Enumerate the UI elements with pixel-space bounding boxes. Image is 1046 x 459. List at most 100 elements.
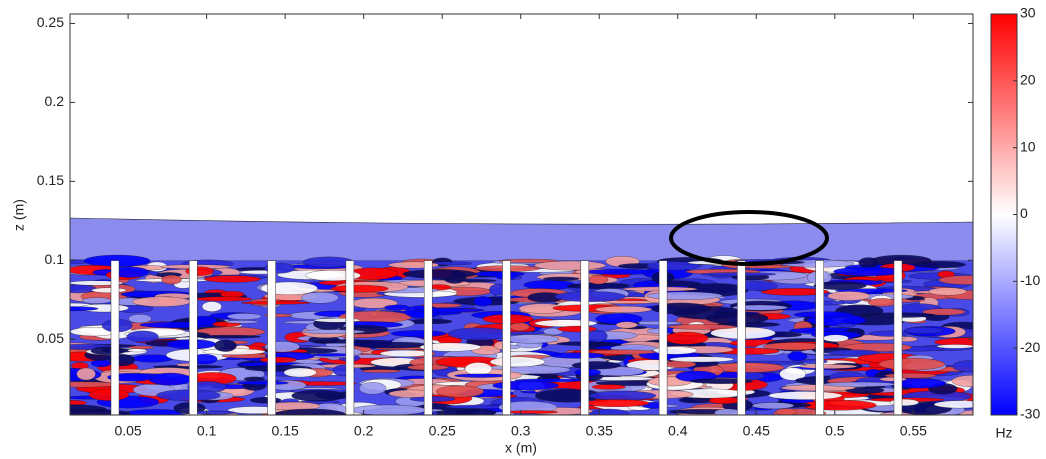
contour-blob (588, 329, 608, 343)
contour-blob (312, 353, 351, 357)
contour-blob (523, 280, 576, 290)
contour-blob (82, 297, 112, 304)
contour-blob (202, 348, 266, 355)
contour-blob (869, 330, 911, 337)
contour-blob (128, 314, 152, 324)
contour-blob (592, 384, 626, 390)
contour-blob (952, 360, 973, 373)
contour-blob (360, 369, 401, 373)
contour-blob (787, 351, 808, 361)
contour-blob (454, 373, 508, 378)
plate (658, 260, 668, 415)
contour-blob (302, 329, 366, 334)
plate (423, 260, 433, 415)
x-tick-label: 0.2 (354, 423, 374, 439)
contour-blob (858, 257, 879, 269)
contour-blob (259, 356, 297, 363)
contour-blob (391, 330, 447, 337)
x-tick-label: 0.45 (743, 423, 770, 439)
contour-blob (204, 275, 261, 283)
contour-blob (667, 324, 737, 330)
contour-blob (489, 356, 546, 368)
contour-blob (594, 305, 652, 313)
colorbar-label: Hz (995, 425, 1012, 441)
x-tick-label: 0.4 (668, 423, 688, 439)
contour-blob (504, 410, 558, 414)
contour-blob (922, 308, 966, 316)
contour-blob (455, 408, 497, 415)
contour-blob (557, 325, 597, 333)
contour-blob (571, 361, 621, 370)
contour-blob (132, 296, 191, 307)
x-axis-label: x (m) (505, 440, 537, 456)
contour-blob (388, 389, 435, 398)
contour-blob (751, 402, 795, 410)
contour-blob (236, 380, 289, 385)
contour-blob (419, 342, 482, 352)
colorbar-tick-label: -30 (1020, 406, 1040, 422)
contour-blob (589, 408, 630, 415)
contour-blob (714, 362, 785, 373)
colorbar-tick-label: 30 (1020, 5, 1036, 21)
x-tick-label: 0.1 (197, 423, 217, 439)
contour-blob (354, 341, 429, 349)
contour-blob (827, 291, 871, 301)
contour-blob (350, 404, 427, 415)
contour-blob (70, 306, 99, 312)
contour-blob (126, 330, 159, 343)
plate (893, 260, 903, 415)
x-tick-label: 0.55 (900, 423, 927, 439)
contour-blob (951, 375, 973, 387)
contour-blob (127, 348, 147, 353)
contour-blob (70, 280, 124, 286)
contour-blob (736, 281, 778, 291)
x-tick-label: 0.3 (511, 423, 531, 439)
contour-blob (938, 275, 973, 285)
contour-blob (550, 352, 605, 359)
contour-blob (291, 389, 345, 402)
contour-blob (543, 276, 580, 281)
y-tick-label: 0.25 (37, 14, 64, 30)
contour-blob (195, 296, 252, 302)
contour-blob (823, 381, 897, 387)
x-tick-label: 0.25 (429, 423, 456, 439)
blue-layer (70, 217, 973, 261)
highlight-ellipse (669, 210, 829, 266)
contour-blob (510, 322, 530, 332)
colorbar-tick-label: 10 (1020, 138, 1036, 154)
x-tick-label: 0.05 (114, 423, 141, 439)
contour-blob (225, 320, 260, 324)
plate (815, 260, 824, 415)
contour-blob (775, 408, 798, 415)
contour-blob (330, 284, 389, 293)
contour-blob (91, 287, 127, 293)
contour-blob (705, 312, 769, 325)
contour-blob (588, 274, 609, 285)
contour-blob (933, 400, 973, 409)
contour-blob (283, 367, 317, 378)
contour-blob (90, 346, 126, 356)
contour-blob (646, 291, 723, 300)
contour-blob (669, 356, 734, 363)
plot-frame (69, 13, 974, 416)
plate (502, 260, 511, 415)
contour-blob (760, 288, 830, 296)
y-tick-label: 0.05 (37, 330, 64, 346)
y-axis-label: z (m) (11, 199, 27, 231)
contour-blob (827, 349, 880, 356)
contour-blob (768, 391, 843, 400)
contour-blob (76, 367, 96, 381)
contour-blob (214, 339, 237, 352)
plate (345, 260, 355, 415)
y-tick-label: 0.1 (45, 251, 65, 267)
contour-blob (447, 327, 512, 341)
contour-blob (148, 372, 192, 386)
contour-blob (70, 284, 97, 294)
contour-blob (409, 396, 456, 402)
contour-blob (473, 296, 493, 307)
colorbar-tick-label: -10 (1020, 272, 1040, 288)
contour-blob (588, 390, 657, 401)
contour-blob (504, 334, 559, 344)
plate (189, 260, 198, 415)
